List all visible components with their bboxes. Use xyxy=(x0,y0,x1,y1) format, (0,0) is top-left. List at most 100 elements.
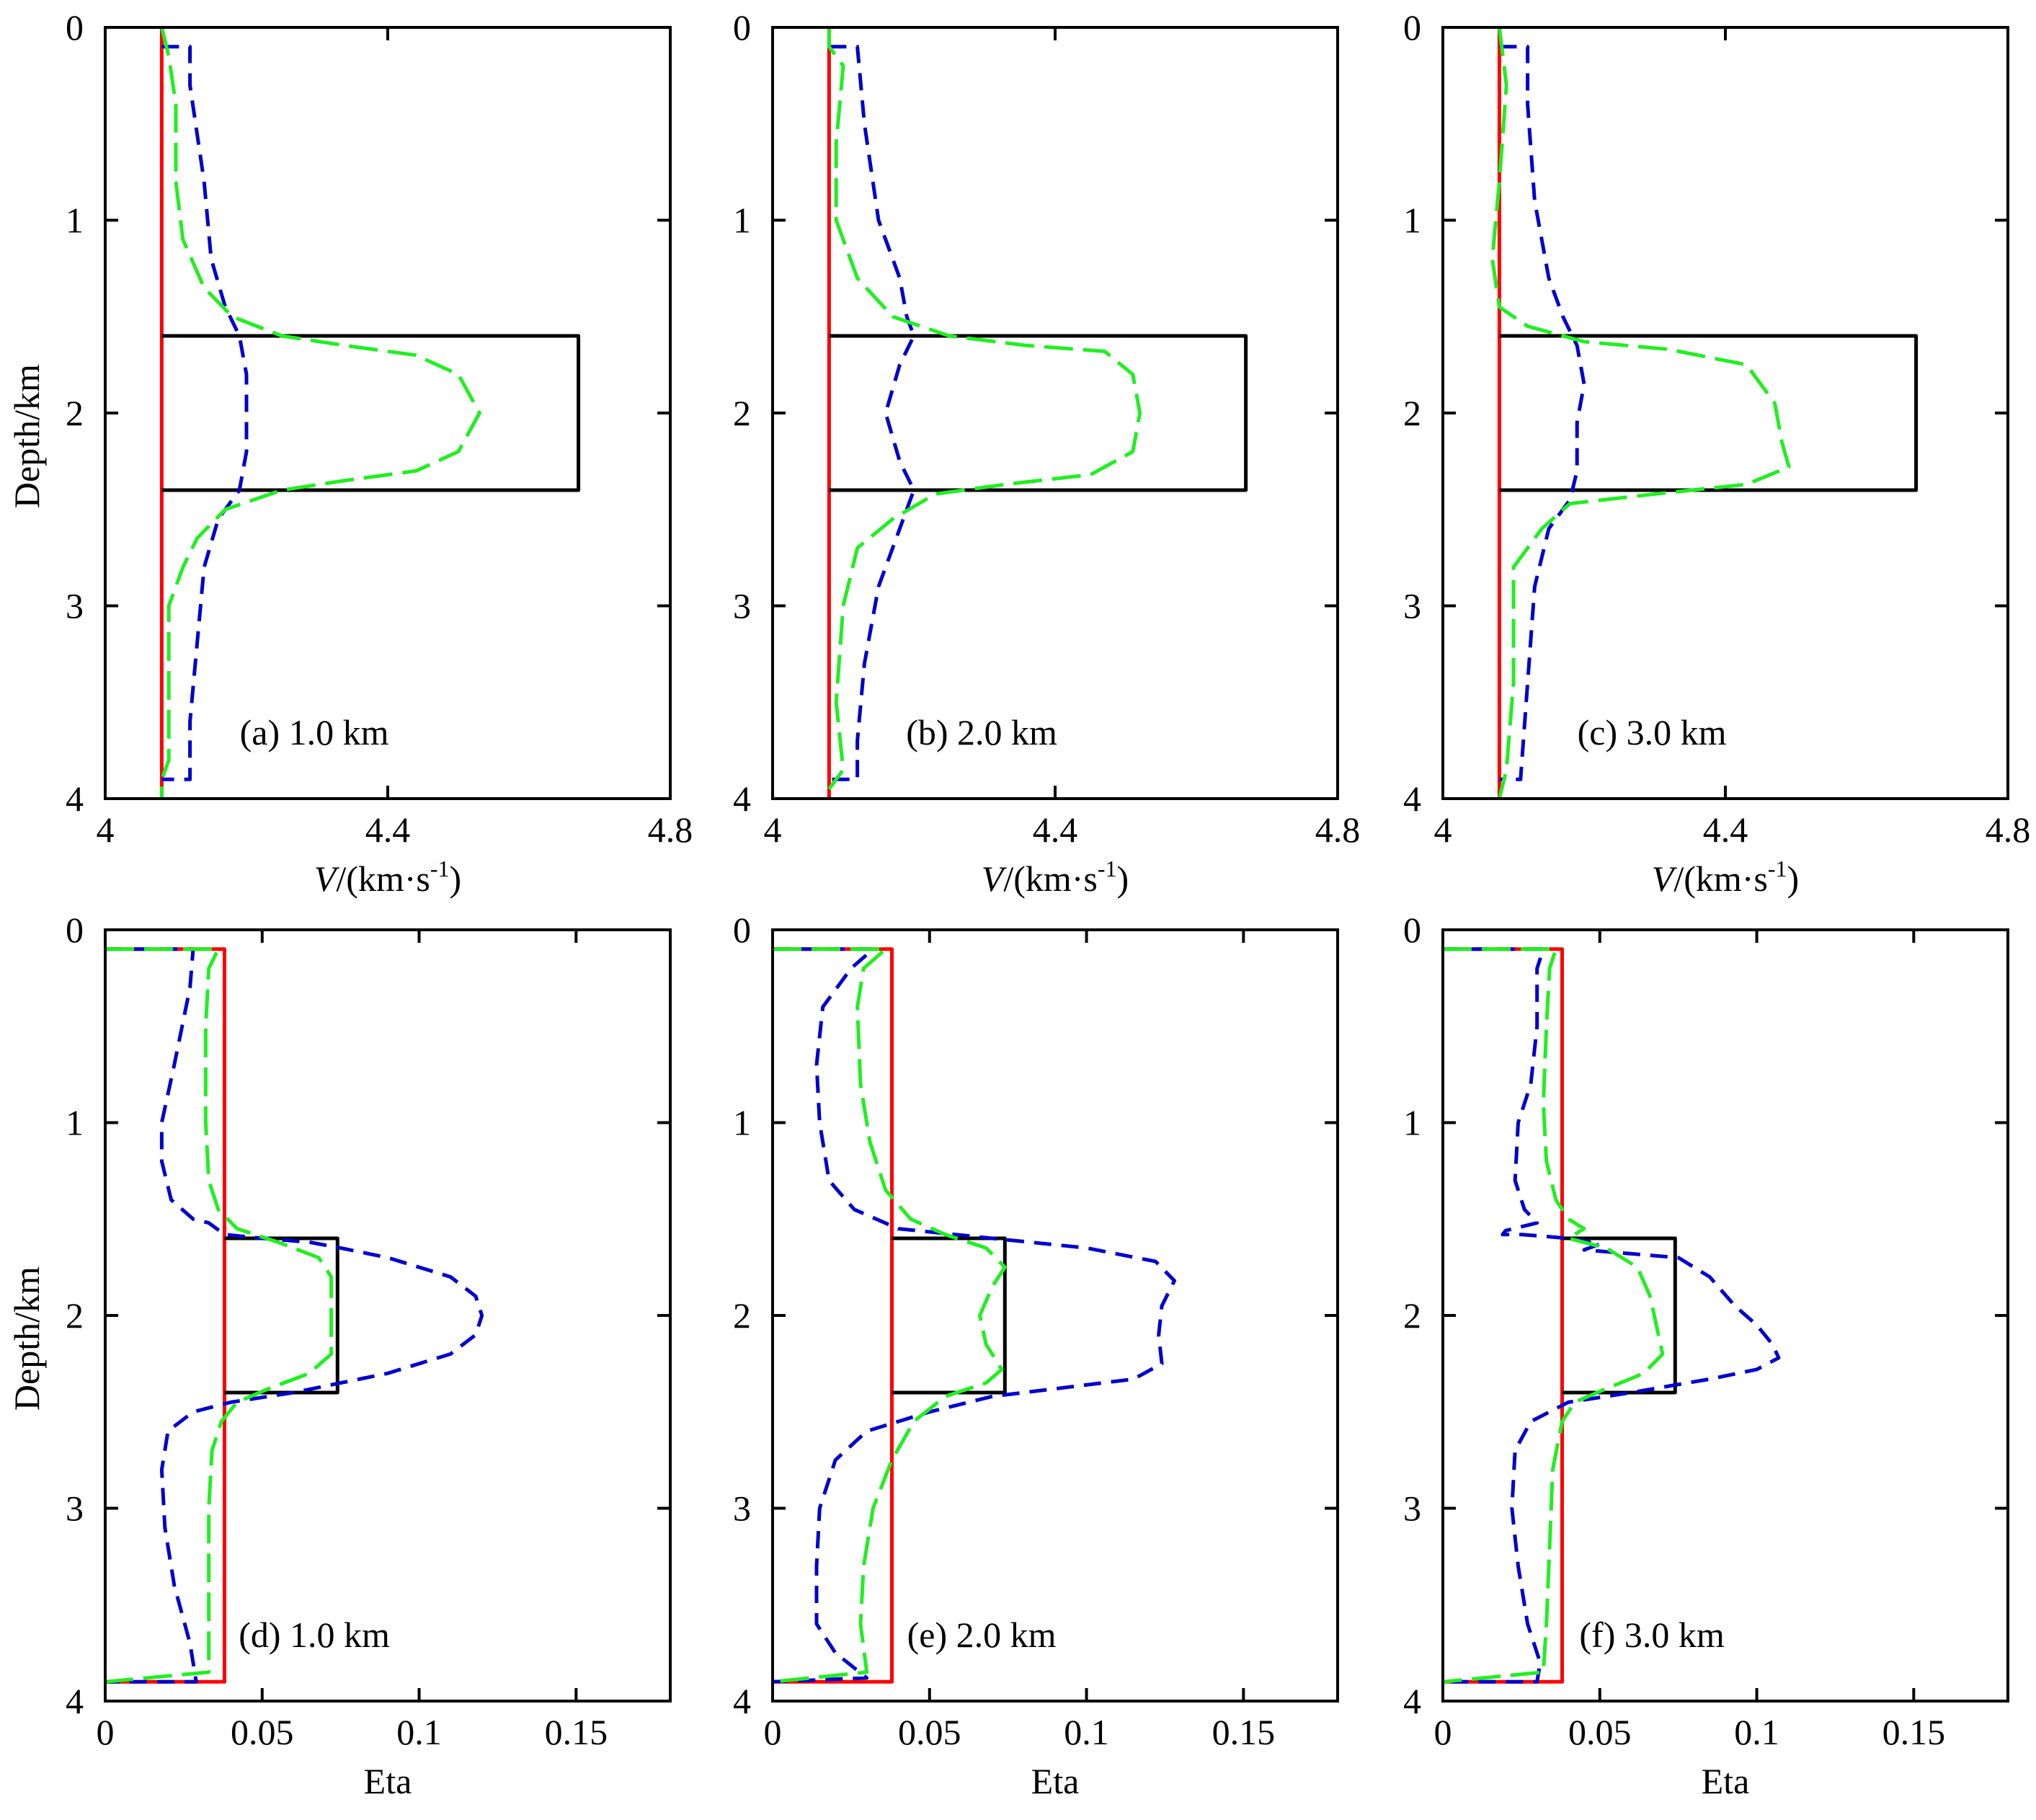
x-tick-label: 0.05 xyxy=(898,1712,961,1752)
x-axis-label: V/(km·s-1) xyxy=(314,856,461,899)
series-true-line xyxy=(1562,1236,1677,1395)
series-blue-line xyxy=(105,947,484,1684)
x-tick-label: 4 xyxy=(97,809,115,850)
x-axis-label: V/(km·s-1) xyxy=(1652,856,1799,899)
y-tick-label: 4 xyxy=(66,778,84,819)
panel-annotation: (b) 2.0 km xyxy=(906,712,1057,753)
x-axis-label-text: /(km·s xyxy=(1673,858,1768,899)
series-blue-line xyxy=(1443,947,1781,1684)
x-axis-label-var: V xyxy=(1652,858,1678,899)
x-tick-label: 4.8 xyxy=(1986,809,2031,850)
series-blue-line xyxy=(1499,45,1586,781)
y-tick-label: 4 xyxy=(66,1681,84,1721)
y-tick-label: 2 xyxy=(66,1295,84,1336)
y-tick-label: 1 xyxy=(66,200,84,241)
x-axis-label: Eta xyxy=(364,1761,412,1801)
x-tick-label: 4.4 xyxy=(1033,809,1078,850)
x-axis-label-sup: -1 xyxy=(1768,856,1787,882)
plot-frame xyxy=(104,26,672,800)
y-tick-label: 2 xyxy=(733,393,751,433)
y-tick-label: 0 xyxy=(1403,7,1421,48)
x-axis-label-sup: -1 xyxy=(1098,856,1117,882)
panel-e: 0 0.05 0.1 0.15 0 1 2 3 4 (e) 2.0 km Eta xyxy=(733,910,1339,1801)
x-axis-label-var: V xyxy=(314,858,340,899)
y-tick-label: 0 xyxy=(66,910,84,950)
y-tick-label: 2 xyxy=(1403,393,1421,433)
x-axis-label-close: ) xyxy=(1117,858,1129,899)
series-blue-line xyxy=(161,45,249,781)
x-axis-label-text: Eta xyxy=(1702,1761,1750,1801)
x-tick-label: 0 xyxy=(764,1712,782,1752)
series-green-line xyxy=(1443,947,1665,1684)
series-initial-line xyxy=(105,947,226,1684)
plot-frame xyxy=(1441,26,2009,800)
series-green-line xyxy=(105,947,334,1684)
y-tick-label: 4 xyxy=(1403,1681,1421,1721)
plot-frame xyxy=(104,928,672,1703)
x-axis-label-text: /(km·s xyxy=(336,858,430,899)
x-axis-label-sup: -1 xyxy=(430,856,450,882)
y-tick-label: 1 xyxy=(733,200,751,241)
x-axis-label: V/(km·s-1) xyxy=(982,856,1129,899)
series-green-line xyxy=(1490,27,1791,799)
y-axis-label: Depth/km xyxy=(6,1266,47,1411)
y-axis-label: Depth/km xyxy=(6,364,47,508)
y-tick-label: 4 xyxy=(1403,778,1421,819)
x-tick-label: 4 xyxy=(1434,809,1452,850)
series-green-line xyxy=(159,27,481,799)
x-tick-label: 4 xyxy=(764,809,782,850)
panel-c: 4 4.4 4.8 0 1 2 3 4 (c) 3.0 km V/(km·s-1) xyxy=(1403,7,2030,899)
x-tick-label: 4.4 xyxy=(365,809,411,850)
series-green-line xyxy=(827,27,1142,791)
y-tick-label: 3 xyxy=(733,1488,751,1529)
y-tick-label: 0 xyxy=(1403,910,1421,950)
y-tick-label: 1 xyxy=(66,1103,84,1143)
y-tick-label: 3 xyxy=(66,1488,84,1529)
panel-d: 0 0.05 0.1 0.15 0 1 2 3 4 (d) 1.0 km Eta Depth/km xyxy=(6,910,672,1801)
x-tick-label: 0.1 xyxy=(1064,1712,1109,1752)
series-true-line xyxy=(892,1236,1007,1395)
x-axis-label-var: V xyxy=(982,858,1008,899)
x-tick-label: 0.05 xyxy=(1568,1712,1632,1752)
y-tick-label: 3 xyxy=(66,586,84,626)
panel-annotation: (d) 1.0 km xyxy=(239,1615,390,1655)
series-true-line xyxy=(1499,334,1919,492)
x-tick-label: 0.15 xyxy=(1882,1712,1946,1752)
x-tick-label: 0.15 xyxy=(545,1712,608,1752)
y-tick-label: 3 xyxy=(1403,586,1421,626)
x-tick-label: 4.8 xyxy=(648,809,693,850)
x-axis-label-text: Eta xyxy=(1031,1761,1080,1801)
plot-frame xyxy=(771,26,1339,800)
series-green-line xyxy=(773,947,1007,1684)
x-axis-label: Eta xyxy=(1031,1761,1080,1801)
series-initial-line xyxy=(773,947,894,1684)
panel-annotation: (c) 3.0 km xyxy=(1578,712,1727,753)
series-initial-line xyxy=(1443,947,1564,1684)
x-axis-label-text: /(km·s xyxy=(1003,858,1098,899)
panel-a: 4 4.4 4.8 0 1 2 3 4 (a) 1.0 km V/(km·s-1) Depth/km xyxy=(6,7,693,899)
x-tick-label: 0.05 xyxy=(231,1712,294,1752)
panel-f: 0 0.05 0.1 0.15 0 1 2 3 4 (f) 3.0 km Eta xyxy=(1403,910,2009,1801)
panel-annotation: (a) 1.0 km xyxy=(240,712,389,753)
y-tick-label: 0 xyxy=(66,7,84,48)
panel-b: 4 4.4 4.8 0 1 2 3 4 (b) 2.0 km V/(km·s-1) xyxy=(733,7,1360,899)
x-tick-label: 0.1 xyxy=(1734,1712,1779,1752)
series-true-line xyxy=(224,1236,339,1395)
series-blue-line xyxy=(829,45,916,781)
y-tick-label: 1 xyxy=(733,1103,751,1143)
x-tick-label: 4.4 xyxy=(1703,809,1748,850)
y-tick-label: 0 xyxy=(733,910,751,950)
x-axis-label-close: ) xyxy=(1787,858,1800,899)
x-axis-label: Eta xyxy=(1702,1761,1750,1801)
series-true-line xyxy=(829,334,1248,492)
x-axis-label-text: Eta xyxy=(364,1761,412,1801)
y-tick-label: 3 xyxy=(733,586,751,626)
panel-annotation: (f) 3.0 km xyxy=(1579,1615,1724,1655)
x-tick-label: 0.1 xyxy=(396,1712,442,1752)
plot-frame xyxy=(1441,928,2009,1703)
y-tick-label: 2 xyxy=(733,1295,751,1336)
y-tick-label: 4 xyxy=(733,778,751,819)
y-tick-label: 0 xyxy=(733,7,751,48)
y-tick-label: 2 xyxy=(1403,1295,1421,1336)
